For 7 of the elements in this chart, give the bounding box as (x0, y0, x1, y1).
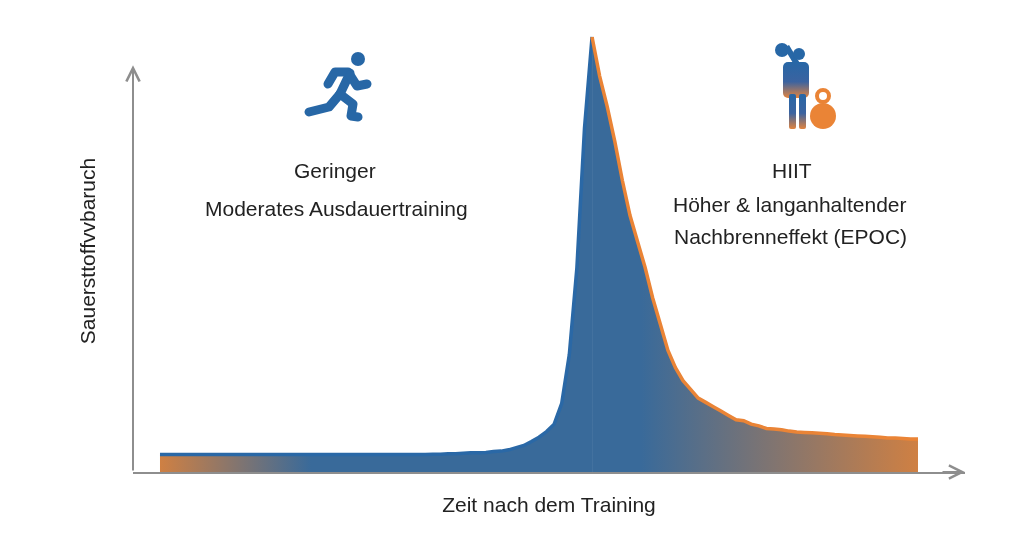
annotation: Geringer (294, 159, 376, 182)
annotation: Nachbrenneffekt (EPOC) (674, 225, 908, 248)
annotation: Moderates Ausdauertraining (205, 197, 468, 220)
y-axis-title: Sauersttoffvvbaruch (76, 157, 100, 345)
annotation: Höher & langanhaltender (673, 193, 907, 216)
annotation: HIIT (772, 159, 812, 182)
x-axis-title: Zeit nach dem Training (442, 493, 656, 517)
